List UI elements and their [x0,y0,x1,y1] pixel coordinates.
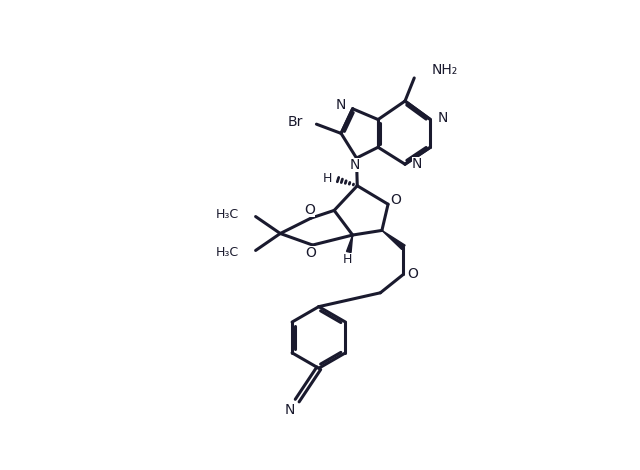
Polygon shape [382,230,405,250]
Text: O: O [304,204,315,218]
Text: H: H [342,253,352,266]
Text: NH₂: NH₂ [431,63,458,77]
Text: O: O [390,193,401,207]
Text: O: O [407,267,418,282]
Text: H₃C: H₃C [216,208,239,221]
Text: N: N [437,111,448,125]
Text: N: N [284,403,294,417]
Polygon shape [346,235,353,252]
Text: H₃C: H₃C [216,246,239,259]
Text: N: N [412,157,422,171]
Text: Br: Br [287,115,303,129]
Text: N: N [335,98,346,112]
Text: N: N [350,158,360,172]
Text: H: H [323,172,332,185]
Text: O: O [306,246,317,260]
